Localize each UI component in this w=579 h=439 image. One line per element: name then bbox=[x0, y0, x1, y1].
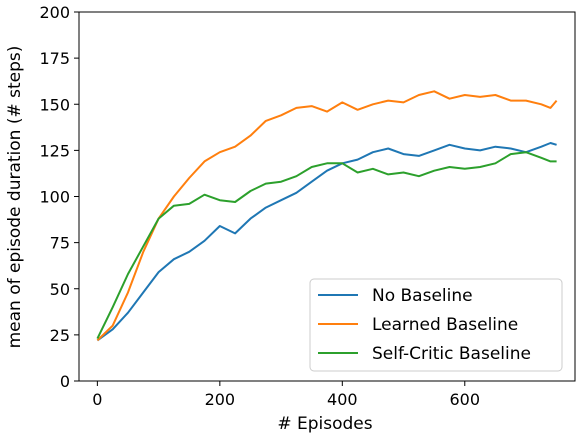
y-axis-ticks: 0 25 50 75 100 125 150 175 200 bbox=[39, 3, 79, 391]
plot-frame bbox=[78, 11, 576, 382]
x-axis-ticks: 0 200 400 600 bbox=[92, 381, 480, 409]
series-line-learned-baseline bbox=[96, 90, 558, 342]
series-line-no-baseline bbox=[96, 142, 557, 342]
y-tick-label: 175 bbox=[39, 49, 70, 68]
y-tick-label: 0 bbox=[60, 372, 70, 391]
x-tick-label: 0 bbox=[92, 390, 102, 409]
legend-label-learned-baseline: Learned Baseline bbox=[372, 315, 518, 335]
legend-label-no-baseline: No Baseline bbox=[372, 286, 473, 306]
y-tick-label: 25 bbox=[50, 326, 70, 345]
y-tick-label: 125 bbox=[39, 141, 70, 160]
y-axis-title: mean of episode duration (# steps) bbox=[5, 46, 25, 349]
series-lines bbox=[96, 90, 558, 342]
y-tick-label: 75 bbox=[50, 234, 70, 253]
x-tick-label: 600 bbox=[450, 390, 481, 409]
y-tick-label: 200 bbox=[39, 3, 70, 22]
y-tick-label: 100 bbox=[39, 188, 70, 207]
series-line-self-critic-baseline bbox=[96, 151, 557, 340]
x-axis-title: # Episodes bbox=[277, 414, 372, 434]
x-tick-label: 200 bbox=[205, 390, 236, 409]
y-tick-label: 150 bbox=[39, 95, 70, 114]
legend-label-self-critic-baseline: Self-Critic Baseline bbox=[372, 344, 531, 364]
y-tick-label: 50 bbox=[50, 280, 70, 299]
legend: No Baseline Learned Baseline Self-Critic… bbox=[309, 278, 563, 372]
x-tick-label: 400 bbox=[327, 390, 358, 409]
legend-box bbox=[309, 278, 563, 372]
